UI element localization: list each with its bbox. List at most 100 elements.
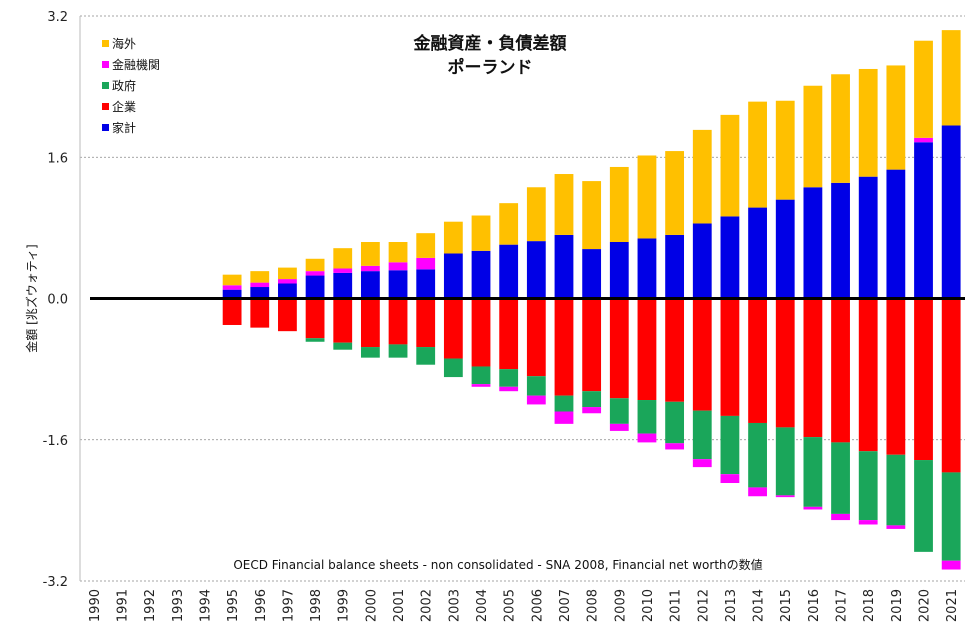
- bar-segment: [360, 242, 380, 266]
- bar-segment: [278, 283, 297, 299]
- bar-segment: [250, 287, 270, 299]
- bar-segment: [582, 181, 602, 250]
- bar-segment: [720, 415, 740, 475]
- bar-segment: [333, 268, 353, 273]
- bar-segment: [582, 298, 602, 392]
- legend-swatch: [102, 124, 109, 131]
- x-tick-label: 2008: [586, 589, 601, 622]
- x-tick-label: 2003: [447, 589, 462, 622]
- bar-segment: [554, 174, 574, 235]
- bar-segment: [692, 410, 712, 460]
- bar-segment: [222, 289, 242, 299]
- bar-segment: [305, 298, 325, 339]
- x-tick-label: 2009: [613, 589, 628, 622]
- bar-segment: [499, 386, 519, 392]
- x-tick-label: 2017: [835, 589, 850, 622]
- bar-segment: [720, 216, 740, 299]
- bar-segment: [609, 398, 629, 424]
- bar-segment: [360, 298, 380, 348]
- x-tick-label: 1994: [198, 589, 213, 622]
- bar-segment: [886, 298, 906, 455]
- x-tick-labels: 1990 1991 1992 1993 1994 1995 1996 1997 1998 1999…: [88, 589, 960, 622]
- bar-segment: [554, 298, 574, 396]
- legend-label: 政府: [112, 78, 136, 93]
- bar-segment: [831, 513, 850, 521]
- x-tick-label: 2021: [945, 589, 960, 622]
- bar-segment: [886, 525, 906, 529]
- bar-segment: [526, 298, 546, 377]
- bar-segment: [858, 451, 878, 521]
- bar-segment: [333, 298, 353, 343]
- bar-segment: [388, 298, 408, 345]
- bar-segment: [775, 100, 795, 200]
- bar-segment: [443, 253, 463, 299]
- y-tick-label: 0.0: [47, 293, 68, 308]
- bar-segment: [471, 384, 491, 387]
- legend-label: 金融機関: [112, 57, 160, 72]
- bar-segment: [748, 487, 767, 497]
- bar-segment: [609, 242, 629, 299]
- bar-segment: [609, 166, 629, 242]
- bar-segment: [554, 395, 574, 412]
- bar-segment: [665, 298, 685, 402]
- bar-segment: [499, 203, 519, 245]
- bar-segment: [360, 265, 380, 272]
- x-tick-label: 2016: [807, 589, 822, 622]
- bar-segment: [222, 274, 242, 286]
- bars: [222, 30, 961, 570]
- bar-segment: [665, 234, 685, 299]
- bar-segment: [748, 422, 767, 488]
- bar-segment: [416, 347, 436, 365]
- legend-swatch: [102, 61, 109, 68]
- bar-segment: [941, 560, 961, 570]
- bar-segment: [720, 474, 740, 484]
- bar-segment: [914, 142, 933, 299]
- x-tick-label: 2018: [862, 589, 877, 622]
- bar-segment: [858, 298, 878, 452]
- bar-segment: [748, 207, 767, 299]
- bar-segment: [803, 506, 823, 510]
- x-tick-label: 2020: [918, 589, 933, 622]
- bar-segment: [443, 298, 463, 359]
- x-tick-label: 2004: [475, 589, 490, 622]
- bar-segment: [416, 257, 436, 270]
- bar-segment: [775, 427, 795, 496]
- bar-segment: [637, 433, 657, 443]
- bar-segment: [941, 298, 961, 473]
- bar-segment: [637, 400, 657, 434]
- bar-segment: [554, 411, 574, 424]
- legend-label: 海外: [112, 36, 136, 51]
- bar-segment: [388, 242, 408, 263]
- bar-segment: [609, 298, 629, 399]
- bar-segment: [278, 267, 297, 280]
- bar-segment: [360, 271, 380, 299]
- bar-segment: [526, 241, 546, 299]
- bar-segment: [775, 298, 795, 428]
- bar-segment: [388, 344, 408, 358]
- bar-segment: [831, 182, 850, 299]
- bar-segment: [526, 376, 546, 396]
- x-tick-label: 2013: [724, 589, 739, 622]
- x-tick-label: 2019: [890, 589, 905, 622]
- x-tick-label: 2002: [420, 589, 435, 622]
- x-tick-label: 2005: [503, 589, 518, 622]
- bar-segment: [692, 223, 712, 299]
- bar-segment: [914, 40, 933, 138]
- bar-segment: [831, 74, 850, 183]
- bar-segment: [748, 101, 767, 208]
- bar-segment: [416, 269, 436, 299]
- bar-segment: [278, 279, 297, 284]
- x-tick-label: 1990: [88, 589, 103, 622]
- bar-segment: [803, 187, 823, 299]
- bar-segment: [665, 401, 685, 444]
- x-tick-label: 2012: [696, 589, 711, 622]
- bar-segment: [609, 423, 629, 431]
- legend-swatch: [102, 40, 109, 47]
- bar-segment: [416, 233, 436, 258]
- bar-segment: [499, 369, 519, 387]
- y-tick-label: 3.2: [47, 10, 68, 25]
- bar-segment: [250, 298, 270, 328]
- bar-segment: [471, 215, 491, 251]
- x-tick-label: 1992: [143, 589, 158, 622]
